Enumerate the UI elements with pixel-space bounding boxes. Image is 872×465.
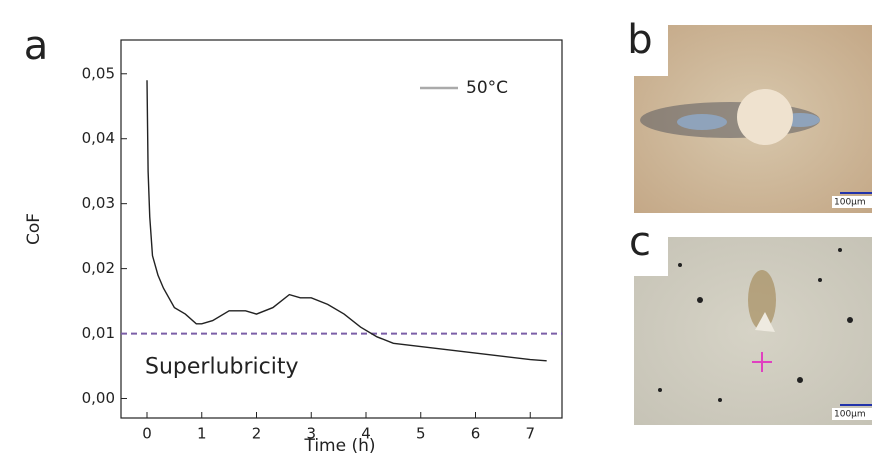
data-line [146, 80, 547, 362]
annotation: Superlubricity [145, 355, 298, 380]
y-tick-label: 0,05 [82, 64, 115, 82]
plot-frame [120, 39, 563, 419]
x-tick-label: 4 [361, 425, 371, 443]
x-tick-label: 3 [306, 425, 316, 443]
panel-label-boxes [8, 14, 872, 420]
x-tick-label: 6 [471, 425, 481, 443]
scale-bar-label: 100µm [834, 198, 866, 208]
x-tick-label: 0 [142, 425, 152, 443]
y-tick-label: 0,01 [82, 324, 115, 342]
x-tick-label: 2 [252, 425, 262, 443]
y-tick-label: 0,02 [82, 259, 115, 277]
x-tick-label: 5 [416, 425, 426, 443]
micrograph-b [634, 25, 872, 213]
x-tick-label: 7 [525, 425, 535, 443]
x-axis-label: Time (h) [303, 436, 375, 456]
y-tick-label: 0,00 [82, 389, 115, 407]
panel-label: b [627, 17, 652, 63]
legend-label: 50°C [466, 78, 508, 98]
micrograph-c [634, 237, 872, 425]
x-tick-label: 1 [197, 425, 207, 443]
y-tick-label: 0,04 [82, 129, 115, 147]
y-axis-label: CoF [24, 213, 44, 245]
y-tick-label: 0,03 [82, 194, 115, 212]
scale-bar-label: 100µm [834, 410, 866, 420]
panel-label: c [629, 219, 651, 265]
panel-label: a [24, 23, 49, 69]
plot: 0,00 0,01 0,02 0,03 0,04 0,05 0 1 2 3 4 5 6 7 Superlub… [82, 39, 563, 443]
